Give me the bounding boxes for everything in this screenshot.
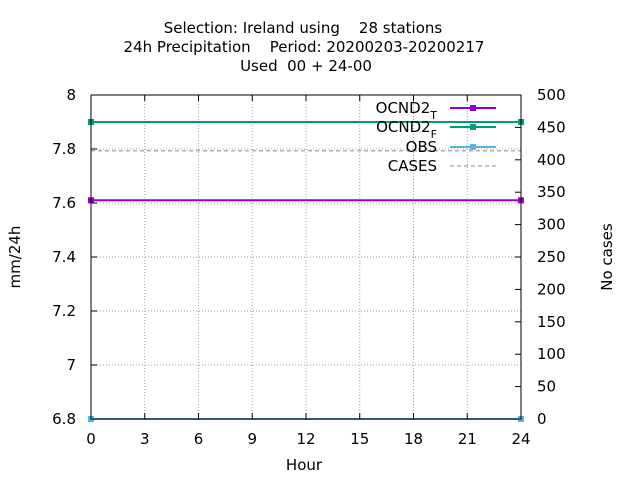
y2-tick-label: 50 [537, 378, 556, 396]
y-tick-label: 7.8 [52, 140, 76, 158]
y2-tick-label: 400 [537, 151, 566, 169]
legend-label: OBS [406, 138, 437, 156]
y2-tick-label: 0 [537, 410, 547, 428]
x-tick-label: 0 [86, 430, 96, 448]
legend-label-text: OBS [406, 138, 437, 156]
grid [91, 95, 521, 419]
y2-tick-label: 250 [537, 248, 566, 266]
title-line-3: Used 00 + 24-00 [240, 57, 372, 75]
y-tick-label: 7.6 [52, 194, 76, 212]
y2-tick-label: 200 [537, 280, 566, 298]
x-tick-label: 18 [404, 430, 423, 448]
legend-label-subscript: F [431, 128, 437, 141]
y2-tick-label: 150 [537, 313, 566, 331]
tick-layer: 0 3 6 9 12 15 18 21 24 6.8 7 7.2 7.4 7.6 7.8 8 0 50 100 150… [52, 86, 566, 448]
x-tick-label: 12 [296, 430, 315, 448]
x-tick-label: 3 [140, 430, 150, 448]
x-tick-label: 15 [350, 430, 369, 448]
x-tick-label: 24 [511, 430, 530, 448]
y-tick-label: 7 [66, 356, 76, 374]
y2-tick-label: 500 [537, 86, 566, 104]
legend-label: CASES [388, 157, 437, 175]
legend-label-subscript: T [429, 109, 437, 122]
title-line-1: Selection: Ireland using 28 stations [164, 19, 443, 37]
legend-label-text: OCND2 [376, 99, 431, 117]
legend-marker [470, 144, 476, 150]
legend-label: OCND2F [376, 118, 437, 141]
x-tick-label: 6 [194, 430, 204, 448]
y-tick-label: 8 [66, 86, 76, 104]
chart-title: Selection: Ireland using 28 stations 24h… [124, 19, 485, 75]
y-tick-label: 6.8 [52, 410, 76, 428]
legend-marker [470, 124, 476, 130]
x-tick-label: 21 [458, 430, 477, 448]
y-axis-label: mm/24h [6, 226, 24, 289]
legend-label-text: CASES [388, 157, 437, 175]
x-tick-label: 9 [247, 430, 257, 448]
title-line-2: 24h Precipitation Period: 20200203-20200… [124, 38, 485, 56]
y-tick-label: 7.4 [52, 248, 76, 266]
y-tick-label: 7.2 [52, 302, 76, 320]
legend-marker [470, 105, 476, 111]
y2-tick-label: 300 [537, 216, 566, 234]
y2-tick-label: 100 [537, 345, 566, 363]
y2-axis-label: No cases [598, 223, 616, 291]
legend-label-text: OCND2 [376, 118, 431, 136]
y2-tick-label: 350 [537, 183, 566, 201]
x-axis-label: Hour [286, 456, 323, 474]
y2-tick-label: 450 [537, 118, 566, 136]
legend-label: OCND2T [376, 99, 438, 122]
